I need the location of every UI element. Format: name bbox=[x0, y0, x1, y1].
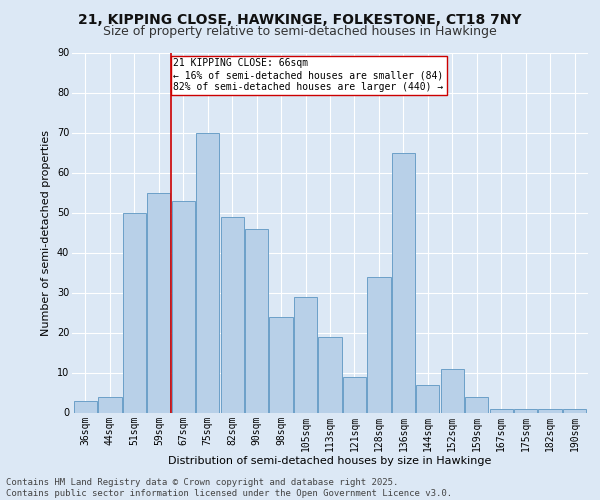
Bar bbox=[563, 408, 586, 412]
Bar bbox=[514, 408, 537, 412]
Bar bbox=[196, 132, 220, 412]
Bar bbox=[465, 396, 488, 412]
Bar bbox=[269, 316, 293, 412]
Bar bbox=[74, 400, 97, 412]
X-axis label: Distribution of semi-detached houses by size in Hawkinge: Distribution of semi-detached houses by … bbox=[169, 456, 491, 466]
Text: 21 KIPPING CLOSE: 66sqm
← 16% of semi-detached houses are smaller (84)
82% of se: 21 KIPPING CLOSE: 66sqm ← 16% of semi-de… bbox=[173, 58, 444, 92]
Y-axis label: Number of semi-detached properties: Number of semi-detached properties bbox=[41, 130, 51, 336]
Bar bbox=[538, 408, 562, 412]
Text: Contains HM Land Registry data © Crown copyright and database right 2025.
Contai: Contains HM Land Registry data © Crown c… bbox=[6, 478, 452, 498]
Bar bbox=[147, 192, 170, 412]
Text: 21, KIPPING CLOSE, HAWKINGE, FOLKESTONE, CT18 7NY: 21, KIPPING CLOSE, HAWKINGE, FOLKESTONE,… bbox=[78, 12, 522, 26]
Bar bbox=[172, 200, 195, 412]
Bar bbox=[367, 276, 391, 412]
Bar bbox=[221, 216, 244, 412]
Bar bbox=[319, 336, 341, 412]
Bar bbox=[343, 376, 366, 412]
Bar bbox=[416, 384, 439, 412]
Bar bbox=[392, 152, 415, 412]
Bar bbox=[490, 408, 513, 412]
Bar bbox=[123, 212, 146, 412]
Text: Size of property relative to semi-detached houses in Hawkinge: Size of property relative to semi-detach… bbox=[103, 25, 497, 38]
Bar bbox=[98, 396, 122, 412]
Bar bbox=[294, 296, 317, 412]
Bar bbox=[245, 228, 268, 412]
Bar bbox=[440, 368, 464, 412]
